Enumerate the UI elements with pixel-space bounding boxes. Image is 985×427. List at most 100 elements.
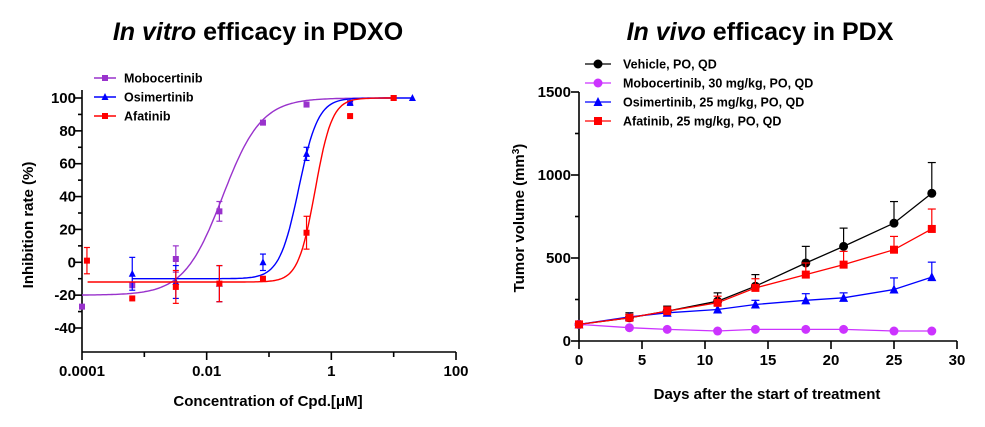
right-point-mobocertinib <box>624 323 634 333</box>
right-y-label-sup: 3 <box>511 148 522 154</box>
right-point-mobocertinib <box>750 324 760 334</box>
right-point-osimertinib <box>750 299 760 309</box>
right-point-mobocertinib <box>839 324 849 334</box>
left-point-mobocertinib <box>259 119 266 126</box>
left-x-tick-label: 0.01 <box>192 363 221 380</box>
right-y-tick-label: 1500 <box>538 84 571 101</box>
right-chart-title: In vivo efficacy in PDX <box>627 18 894 46</box>
right-legend-marker <box>593 97 603 106</box>
right-y-label-main: Tumor volume (mm <box>511 154 528 292</box>
left-y-tick-label: 0 <box>68 254 76 271</box>
right-y-tick-label: 0 <box>563 333 571 350</box>
right-legend-marker <box>593 59 603 69</box>
right-x-tick-label: 0 <box>575 352 583 369</box>
left-point-osimertinib <box>128 269 136 277</box>
left-point-osimertinib <box>346 98 354 106</box>
right-point-osimertinib <box>839 292 849 302</box>
left-point-mobocertinib <box>172 256 179 262</box>
right-point-mobocertinib <box>927 326 937 336</box>
left-point-afatinib <box>259 275 266 282</box>
right-point-afatinib <box>713 298 722 307</box>
left-point-afatinib <box>172 283 179 290</box>
left-x-axis-label: Concentration of Cpd.[μM] <box>173 393 362 410</box>
left-fit-curve-osimertinib <box>132 97 412 280</box>
right-y-axis-label: Tumor volume (mm3) <box>511 144 529 293</box>
left-title-italic: In vitro <box>113 18 196 46</box>
right-point-mobocertinib <box>889 326 899 336</box>
right-point-mobocertinib <box>713 326 723 336</box>
right-point-afatinib <box>663 307 672 316</box>
right-title-italic: In vivo <box>627 18 706 46</box>
right-x-axis-label: Days after the start of treatment <box>654 386 881 403</box>
left-y-tick-label: 20 <box>59 221 76 238</box>
left-fit-curve-mobocertinib <box>82 97 393 296</box>
right-legend-label: Osimertinib, 25 mg/kg, PO, QD <box>623 96 804 110</box>
left-point-mobocertinib <box>79 303 85 310</box>
right-point-vehicle <box>889 218 899 228</box>
left-legend-marker <box>102 75 108 81</box>
left-y-tick-label: -20 <box>54 287 76 304</box>
left-point-osimertinib <box>259 258 267 266</box>
right-point-mobocertinib <box>801 324 811 334</box>
left-y-tick-label: 80 <box>59 123 76 140</box>
left-x-tick-label: 0.0001 <box>59 363 105 380</box>
left-plot-area: -40 -20 0 20 40 60 80 100 0.0001 0.01 1 100 Mobocert… <box>51 72 469 381</box>
left-y-tick-label: 60 <box>59 156 76 173</box>
right-legend-label: Afatinib, 25 mg/kg, PO, QD <box>623 115 781 129</box>
right-x-tick-label: 25 <box>886 352 903 369</box>
left-y-tick-label: 100 <box>51 90 76 107</box>
left-point-osimertinib <box>408 94 416 101</box>
left-x-tick-label: 100 <box>443 363 468 380</box>
left-point-mobocertinib <box>216 208 223 215</box>
left-point-afatinib <box>390 95 397 101</box>
right-point-afatinib <box>839 260 848 269</box>
right-point-mobocertinib <box>662 324 672 334</box>
right-point-afatinib <box>575 320 583 329</box>
right-point-osimertinib <box>927 272 937 282</box>
right-point-vehicle <box>927 188 937 198</box>
left-legend-label: Afatinib <box>124 110 171 124</box>
right-x-tick-label: 15 <box>760 352 777 369</box>
left-point-afatinib <box>303 229 310 236</box>
left-y-tick-label: -40 <box>54 320 76 337</box>
left-point-osimertinib <box>303 149 311 157</box>
right-y-tick-label: 1000 <box>538 167 571 184</box>
left-x-tick-label: 1 <box>327 363 335 380</box>
right-x-tick-label: 10 <box>697 352 714 369</box>
right-title-rest: efficacy in PDX <box>706 18 894 46</box>
right-point-vehicle <box>839 241 849 251</box>
right-point-afatinib <box>927 224 936 233</box>
left-y-tick-label: 40 <box>59 189 76 206</box>
left-legend-label: Osimertinib <box>124 91 194 105</box>
right-legend-label: Vehicle, PO, QD <box>623 58 717 72</box>
left-point-afatinib <box>83 257 90 264</box>
left-point-afatinib <box>216 280 223 287</box>
right-point-afatinib <box>751 283 760 292</box>
left-point-mobocertinib <box>303 101 310 108</box>
left-y-axis-label: Inhibition rate (%) <box>20 162 37 289</box>
left-chart-title: In vitro efficacy in PDXO <box>113 18 403 46</box>
right-plot-area: 0 500 1000 1500 0 5 10 15 20 25 30 Vehicle, PO, QD M… <box>538 58 966 370</box>
right-point-afatinib <box>625 313 634 322</box>
left-point-afatinib <box>129 295 136 302</box>
left-point-afatinib <box>347 113 354 120</box>
right-point-osimertinib <box>801 295 811 305</box>
right-y-tick-label: 500 <box>546 250 571 267</box>
right-point-afatinib <box>890 245 898 254</box>
right-point-afatinib <box>801 270 810 279</box>
right-legend-marker <box>593 78 603 88</box>
left-legend-marker <box>101 93 109 100</box>
left-legend-label: Mobocertinib <box>124 72 203 86</box>
left-legend-marker <box>102 113 108 119</box>
right-legend-marker <box>594 117 602 125</box>
right-x-tick-label: 5 <box>638 352 646 369</box>
left-title-rest: efficacy in PDXO <box>196 18 403 46</box>
right-x-tick-label: 20 <box>823 352 840 369</box>
left-fit-curve-afatinib <box>87 97 393 283</box>
right-point-osimertinib <box>889 284 899 294</box>
right-point-osimertinib <box>713 304 723 314</box>
right-x-tick-label: 30 <box>949 352 966 369</box>
right-legend-label: Mobocertinib, 30 mg/kg, PO, QD <box>623 77 813 91</box>
right-y-label-end: ) <box>511 144 528 149</box>
